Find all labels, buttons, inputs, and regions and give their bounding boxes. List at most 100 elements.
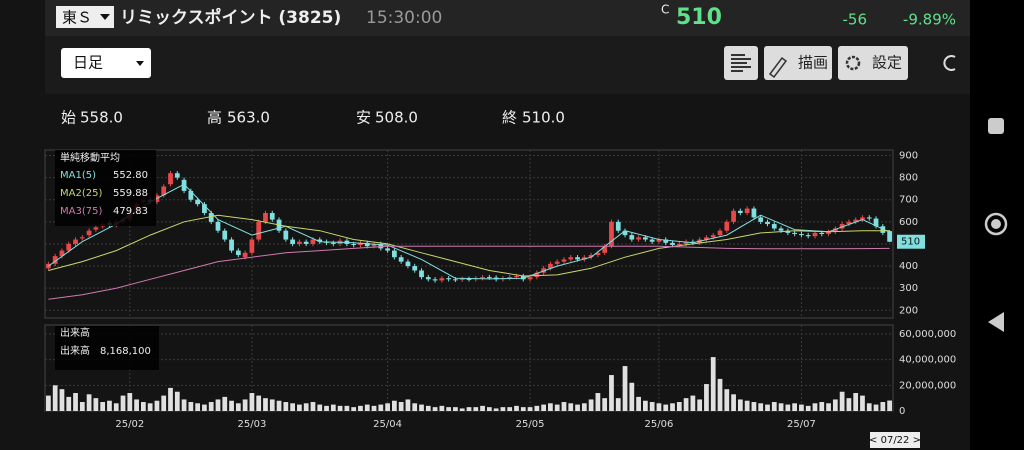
candle-body bbox=[581, 257, 587, 260]
candle-body bbox=[771, 224, 777, 229]
volume-bar bbox=[717, 378, 723, 411]
candle-body bbox=[554, 261, 560, 264]
candle-body bbox=[846, 221, 852, 225]
candle-body bbox=[330, 242, 336, 244]
candle-body bbox=[52, 256, 58, 264]
x-tick-label: 25/03 bbox=[237, 419, 266, 430]
draw-button[interactable] bbox=[764, 46, 832, 80]
volume-title: 出来高 bbox=[60, 326, 90, 339]
volume-bar bbox=[860, 395, 865, 411]
period-select[interactable] bbox=[61, 48, 151, 78]
volume-bar bbox=[195, 403, 201, 411]
y-tick-label: 0 bbox=[899, 406, 905, 417]
candle-body bbox=[514, 276, 519, 278]
candle-body bbox=[405, 261, 411, 267]
candle-body bbox=[59, 250, 65, 257]
candle-body bbox=[575, 257, 580, 260]
volume-bar bbox=[283, 402, 289, 411]
volume-last-label: 出来高 bbox=[60, 344, 90, 357]
candle-body bbox=[717, 230, 723, 236]
candle-body bbox=[303, 241, 309, 244]
draw-label: 描画 bbox=[798, 54, 828, 72]
volume-bar bbox=[120, 395, 126, 411]
nav-back[interactable] bbox=[988, 312, 1004, 332]
candle-body bbox=[751, 208, 757, 218]
candle-body bbox=[609, 221, 614, 247]
volume-bar bbox=[344, 405, 350, 411]
y-tick-label: 200 bbox=[899, 305, 918, 316]
candle-body bbox=[86, 230, 92, 236]
settings-button[interactable] bbox=[838, 46, 908, 80]
candle-body bbox=[439, 278, 445, 281]
volume-bar bbox=[107, 400, 112, 411]
volume-bar bbox=[575, 404, 580, 411]
volume-bar bbox=[93, 398, 99, 411]
volume-bar bbox=[500, 407, 506, 411]
candle-body bbox=[453, 279, 458, 281]
volume-bar bbox=[154, 400, 160, 411]
volume-legend bbox=[55, 326, 159, 370]
price-flag: C bbox=[661, 3, 669, 17]
volume-bar bbox=[425, 405, 431, 411]
candle-body bbox=[731, 210, 736, 222]
y-tick-label: 700 bbox=[899, 195, 918, 206]
candle-body bbox=[208, 213, 214, 222]
volume-bar bbox=[751, 402, 757, 411]
volume-bar bbox=[466, 407, 472, 411]
last-price-label: 510 bbox=[901, 237, 920, 248]
candle-body bbox=[188, 190, 194, 200]
x-tick-label: 25/02 bbox=[115, 419, 144, 430]
candle-body bbox=[683, 241, 689, 244]
volume-bar bbox=[174, 391, 180, 411]
volume-bar bbox=[208, 402, 214, 411]
volume-bar bbox=[113, 403, 119, 411]
candle-body bbox=[507, 277, 513, 279]
volume-bar bbox=[405, 399, 411, 411]
volume-bar bbox=[229, 400, 234, 411]
last-price-box bbox=[897, 234, 925, 249]
ma-title: 単純移動平均 bbox=[60, 151, 120, 164]
period: 日足 bbox=[73, 54, 103, 72]
volume-bar bbox=[527, 407, 533, 411]
volume-bar bbox=[181, 399, 187, 411]
volume-bar bbox=[853, 393, 859, 411]
ma-line bbox=[48, 183, 890, 280]
refresh-icon[interactable] bbox=[943, 55, 956, 71]
volume-bar bbox=[371, 405, 377, 411]
candle-body bbox=[670, 242, 675, 246]
volume-bar bbox=[66, 396, 72, 411]
ohlc-value: 508.0 bbox=[375, 109, 418, 127]
volume-bar bbox=[507, 407, 513, 411]
nav-home[interactable] bbox=[984, 212, 1008, 236]
candle-body bbox=[629, 235, 635, 240]
y-tick-label: 800 bbox=[899, 173, 918, 184]
candle-body bbox=[520, 276, 526, 280]
candle-body bbox=[805, 235, 811, 237]
volume-bar bbox=[59, 389, 65, 411]
volume-bar bbox=[202, 404, 207, 411]
volume-bar bbox=[643, 400, 648, 411]
candle-body bbox=[724, 221, 730, 231]
market-select[interactable] bbox=[56, 6, 114, 28]
candle-body bbox=[385, 248, 390, 251]
volume-bar bbox=[459, 408, 465, 411]
nav-home-dot bbox=[991, 219, 1001, 229]
ma-legend-value: 552.80 bbox=[113, 170, 148, 181]
volume-bar bbox=[785, 404, 791, 411]
candle-body bbox=[792, 232, 798, 234]
nav-recent[interactable] bbox=[988, 118, 1004, 134]
ohlc-label: 終 bbox=[502, 109, 517, 127]
volume-bar bbox=[317, 404, 323, 411]
time: 15:30:00 bbox=[366, 8, 442, 28]
volume-bar bbox=[290, 403, 295, 411]
volume-bar bbox=[364, 404, 370, 411]
candle-body bbox=[561, 259, 567, 262]
volume-bar bbox=[127, 393, 133, 411]
volume-bar bbox=[792, 403, 798, 411]
volume-bar bbox=[724, 389, 730, 411]
volume-bar bbox=[100, 402, 106, 411]
candle-body bbox=[826, 231, 831, 234]
candle-body bbox=[242, 252, 248, 258]
volume-bar bbox=[168, 387, 173, 411]
